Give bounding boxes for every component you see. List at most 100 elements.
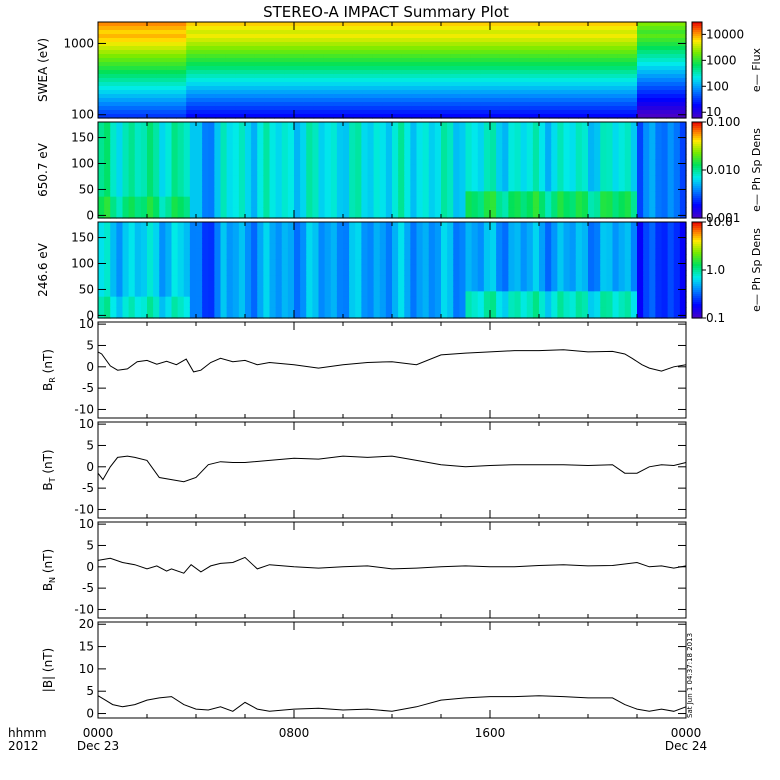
heatmap-cell bbox=[312, 202, 320, 208]
heatmap-cell bbox=[514, 122, 522, 128]
heatmap-cell bbox=[137, 78, 148, 83]
heatmap-cell bbox=[355, 138, 362, 144]
heatmap-cell bbox=[578, 50, 589, 55]
heatmap-cell bbox=[557, 180, 565, 187]
heatmap-cell bbox=[563, 238, 571, 244]
heatmap-cell bbox=[618, 270, 626, 276]
heatmap-cell bbox=[529, 46, 540, 51]
heatmap-cell bbox=[189, 138, 197, 144]
heatmap-cell bbox=[519, 102, 530, 107]
heatmap-cell bbox=[655, 143, 663, 150]
heatmap-cell bbox=[490, 78, 501, 83]
heatmap-cell bbox=[398, 312, 405, 319]
heatmap-cell bbox=[275, 212, 283, 219]
heatmap-cell bbox=[421, 106, 432, 111]
heatmap-cell bbox=[655, 138, 663, 144]
heatmap-cell bbox=[612, 186, 620, 192]
heatmap-cell bbox=[165, 138, 173, 144]
heatmap-cell bbox=[588, 98, 599, 103]
heatmap-cell bbox=[300, 238, 307, 244]
heatmap-cell bbox=[165, 302, 173, 308]
heatmap-cell bbox=[343, 114, 354, 119]
heatmap-cell bbox=[245, 38, 256, 43]
heatmap-cell bbox=[134, 275, 142, 282]
heatmap-cell bbox=[594, 164, 601, 171]
heatmap-cell bbox=[401, 46, 413, 51]
heatmap-cell bbox=[238, 122, 246, 128]
heatmap-cell bbox=[134, 170, 142, 176]
heatmap-cell bbox=[563, 227, 571, 234]
heatmap-cell bbox=[137, 46, 148, 51]
heatmap-cell bbox=[656, 110, 667, 115]
heatmap-cell bbox=[434, 312, 442, 319]
heatmap-cell bbox=[447, 138, 454, 144]
heatmap-cell bbox=[245, 106, 256, 111]
heatmap-cell bbox=[373, 286, 381, 292]
heatmap-cell bbox=[450, 62, 462, 67]
heatmap-cell bbox=[612, 296, 620, 303]
heatmap-cell bbox=[274, 50, 285, 55]
heatmap-cell bbox=[122, 202, 130, 208]
colorbar-cell bbox=[692, 216, 702, 219]
heatmap-cell bbox=[343, 191, 350, 198]
heatmap-cell bbox=[520, 264, 528, 271]
heatmap-cell bbox=[343, 74, 354, 79]
heatmap-cell bbox=[428, 275, 436, 282]
heatmap-cell bbox=[110, 159, 117, 166]
heatmap-cell bbox=[367, 248, 375, 255]
heatmap-cell bbox=[117, 66, 128, 71]
heatmap-cell bbox=[281, 264, 289, 271]
heatmap-cell bbox=[232, 170, 240, 176]
heatmap-cell bbox=[215, 86, 226, 91]
heatmap-cell bbox=[171, 180, 179, 187]
heatmap-cell bbox=[220, 148, 228, 155]
heatmap-cell bbox=[519, 94, 530, 99]
heatmap-cell bbox=[422, 143, 430, 150]
heatmap-cell bbox=[575, 222, 583, 228]
heatmap-cell bbox=[643, 148, 650, 155]
heatmap-cell bbox=[509, 106, 520, 111]
heatmap-cell bbox=[333, 114, 344, 119]
heatmap-cell bbox=[263, 191, 271, 198]
heatmap-cell bbox=[208, 248, 215, 255]
heatmap-cell bbox=[306, 307, 313, 314]
heatmap-cell bbox=[294, 26, 305, 31]
heatmap-cell bbox=[676, 22, 687, 27]
heatmap-cell bbox=[245, 243, 252, 250]
heatmap-cell bbox=[238, 270, 246, 276]
heatmap-cell bbox=[502, 138, 509, 144]
heatmap-cell bbox=[336, 286, 344, 292]
heatmap-cell bbox=[235, 94, 246, 99]
heatmap-cell bbox=[176, 98, 187, 103]
heatmap-cell bbox=[612, 264, 620, 271]
heatmap-cell bbox=[575, 196, 583, 203]
heatmap-cell bbox=[520, 191, 528, 198]
heatmap-cell bbox=[208, 291, 215, 298]
heatmap-cell bbox=[422, 212, 430, 219]
heatmap-cell bbox=[563, 159, 571, 166]
heatmap-cell bbox=[509, 82, 520, 87]
heatmap-cell bbox=[539, 42, 550, 47]
heatmap-cell bbox=[385, 275, 393, 282]
heatmap-cell bbox=[606, 307, 614, 314]
heatmap-cell bbox=[502, 280, 509, 287]
heatmap-cell bbox=[294, 270, 301, 276]
heatmap-cell bbox=[171, 286, 179, 292]
heatmap-cell bbox=[343, 46, 354, 51]
heatmap-cell bbox=[483, 207, 491, 214]
heatmap-cell bbox=[471, 307, 479, 314]
heatmap-cell bbox=[122, 164, 130, 171]
heatmap-cell bbox=[459, 264, 467, 271]
heatmap-cell bbox=[156, 26, 168, 31]
heatmap-cell bbox=[176, 70, 187, 75]
heatmap-cell bbox=[281, 159, 289, 166]
heatmap-cell bbox=[539, 102, 550, 107]
heatmap-cell bbox=[618, 186, 626, 192]
heatmap-cell bbox=[450, 98, 462, 103]
colorbar-cell bbox=[692, 188, 702, 191]
heatmap-cell bbox=[355, 238, 362, 244]
heatmap-cell bbox=[529, 42, 540, 47]
heatmap-cell bbox=[508, 180, 516, 187]
heatmap-cell bbox=[569, 191, 577, 198]
heatmap-cell bbox=[238, 180, 246, 187]
